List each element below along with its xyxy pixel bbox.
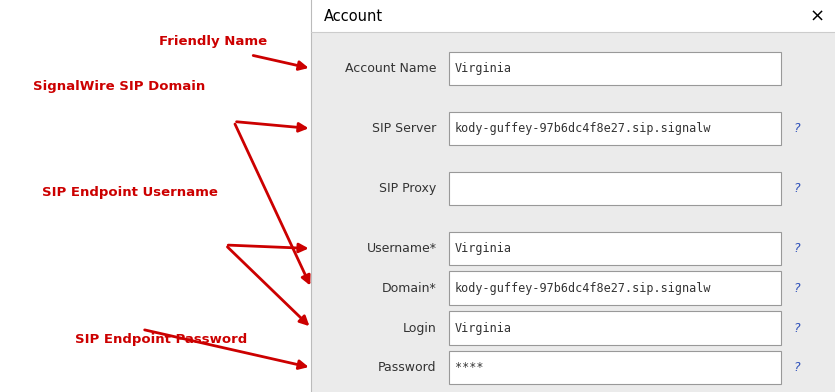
- Text: ?: ?: [793, 321, 800, 335]
- FancyBboxPatch shape: [449, 351, 781, 384]
- Text: SIP Proxy: SIP Proxy: [379, 182, 437, 195]
- Text: ?: ?: [793, 122, 800, 135]
- Text: ?: ?: [793, 182, 800, 195]
- FancyBboxPatch shape: [449, 272, 781, 305]
- Text: SignalWire SIP Domain: SignalWire SIP Domain: [33, 80, 205, 93]
- Text: Virginia: Virginia: [455, 321, 512, 335]
- Text: ×: ×: [809, 7, 824, 25]
- FancyBboxPatch shape: [449, 232, 781, 265]
- Text: Password: Password: [378, 361, 437, 374]
- Text: Username*: Username*: [367, 242, 437, 255]
- FancyBboxPatch shape: [311, 0, 835, 392]
- Text: kody-guffey-97b6dc4f8e27.sip.signalw: kody-guffey-97b6dc4f8e27.sip.signalw: [455, 281, 711, 295]
- Text: SIP Endpoint Password: SIP Endpoint Password: [75, 332, 247, 346]
- Text: ****: ****: [455, 361, 483, 374]
- Text: Account: Account: [324, 9, 383, 24]
- FancyBboxPatch shape: [449, 172, 781, 205]
- Text: Virginia: Virginia: [455, 242, 512, 255]
- Text: Domain*: Domain*: [382, 281, 437, 295]
- FancyBboxPatch shape: [311, 0, 835, 32]
- Text: ?: ?: [793, 242, 800, 255]
- Text: kody-guffey-97b6dc4f8e27.sip.signalw: kody-guffey-97b6dc4f8e27.sip.signalw: [455, 122, 711, 135]
- Text: Account Name: Account Name: [345, 62, 437, 75]
- Text: Virginia: Virginia: [455, 62, 512, 75]
- Text: ?: ?: [793, 361, 800, 374]
- Text: SIP Endpoint Username: SIP Endpoint Username: [42, 185, 218, 199]
- FancyBboxPatch shape: [449, 112, 781, 145]
- Text: Friendly Name: Friendly Name: [159, 34, 267, 48]
- FancyBboxPatch shape: [449, 52, 781, 85]
- Text: SIP Server: SIP Server: [372, 122, 437, 135]
- Text: ?: ?: [793, 281, 800, 295]
- FancyBboxPatch shape: [449, 311, 781, 345]
- Text: Login: Login: [403, 321, 437, 335]
